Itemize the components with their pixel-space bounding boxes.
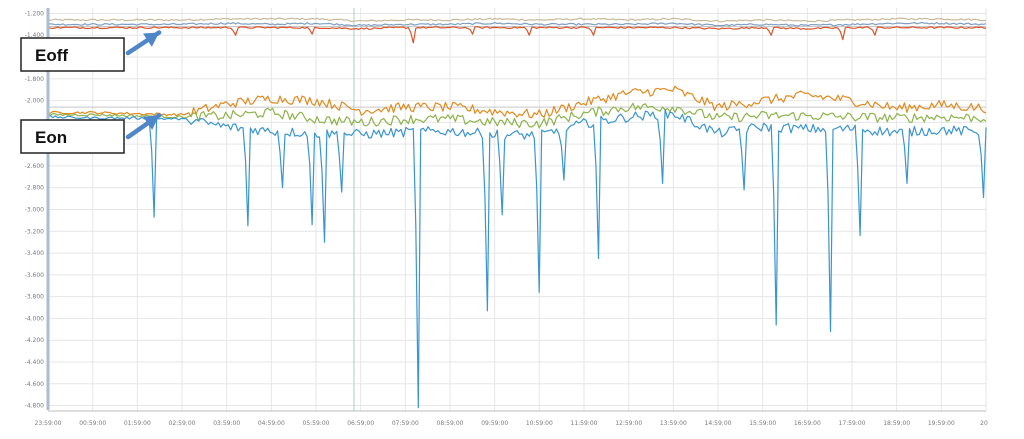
y-tick-label: -4.400 [25, 359, 45, 366]
y-tick-label: -3.200 [25, 228, 45, 235]
y-tick-label: -2.600 [25, 163, 45, 170]
y-tick-label: -3.400 [25, 250, 45, 257]
series-group [47, 17, 987, 409]
x-tick-label: 11:59:00 [571, 420, 598, 427]
x-tick-label: 06:59:00 [347, 420, 374, 427]
x-tick-label: 01:59:00 [124, 420, 151, 427]
x-tick-label: 00:59:00 [79, 420, 106, 427]
series-line-eoff-1 [47, 21, 987, 27]
x-tick-label: 13:59:00 [660, 420, 687, 427]
x-tick-label: 15:59:00 [749, 420, 776, 427]
reference-lines [48, 26, 986, 108]
x-tick-label: 03:59:00 [213, 420, 240, 427]
y-tick-label: -2.800 [25, 185, 45, 192]
arrow-eoff-icon [125, 30, 162, 56]
x-tick-label: 02:59:00 [169, 420, 196, 427]
annotation-eoff-box [20, 37, 125, 72]
x-tick-label: 16:59:00 [794, 420, 821, 427]
series-line-eoff-0 [47, 17, 987, 23]
y-tick-label: -4.600 [25, 381, 45, 388]
x-tick-label: 23:59:00 [35, 420, 62, 427]
x-tick-label: 14:59:00 [705, 420, 732, 427]
y-tick-label: -1.800 [25, 76, 45, 83]
x-tick-label: 10:59:00 [526, 420, 553, 427]
x-tick-label: 09:59:00 [481, 420, 508, 427]
y-tick-label: -3.600 [25, 272, 45, 279]
x-tick-label: 04:59:00 [258, 420, 285, 427]
x-tick-label: 07:59:00 [392, 420, 419, 427]
arrow-eon-icon [125, 113, 162, 140]
y-tick-label: -4.000 [25, 315, 45, 322]
annotation-eon: Eon [20, 113, 162, 154]
x-tick-label: 08:59:00 [437, 420, 464, 427]
x-tick-label: 12:59:00 [615, 420, 642, 427]
series-line-eon-5 [47, 108, 987, 409]
y-tick-label: -3.000 [25, 207, 45, 214]
y-tick-label: -4.800 [25, 403, 45, 410]
x-tick-labels: 23:59:00 00:59:00 01:59:00 02:59:00 03:59:00… [35, 420, 988, 427]
y-tick-label: -2.000 [25, 98, 45, 105]
x-tick-label: 17:59:00 [839, 420, 866, 427]
series-line-eon-3 [47, 85, 987, 119]
series-line-eon-4 [47, 102, 987, 129]
annotation-eoff: Eoff [20, 30, 162, 72]
annotation-eon-box [20, 119, 125, 154]
x-tick-label: 20 [980, 420, 988, 427]
annotation-eon-label: Eon [35, 128, 67, 147]
y-tick-label: -1.400 [25, 32, 45, 39]
y-tick-label: -3.800 [25, 294, 45, 301]
annotation-eoff-label: Eoff [35, 46, 68, 65]
y-tick-label: -1.200 [25, 10, 45, 17]
x-tick-label: 19:59:00 [928, 420, 955, 427]
series-line-eoff-2 [47, 26, 987, 44]
x-tick-label: 05:59:00 [303, 420, 330, 427]
x-tick-label: 18:59:00 [883, 420, 910, 427]
y-tick-label: -4.200 [25, 337, 45, 344]
